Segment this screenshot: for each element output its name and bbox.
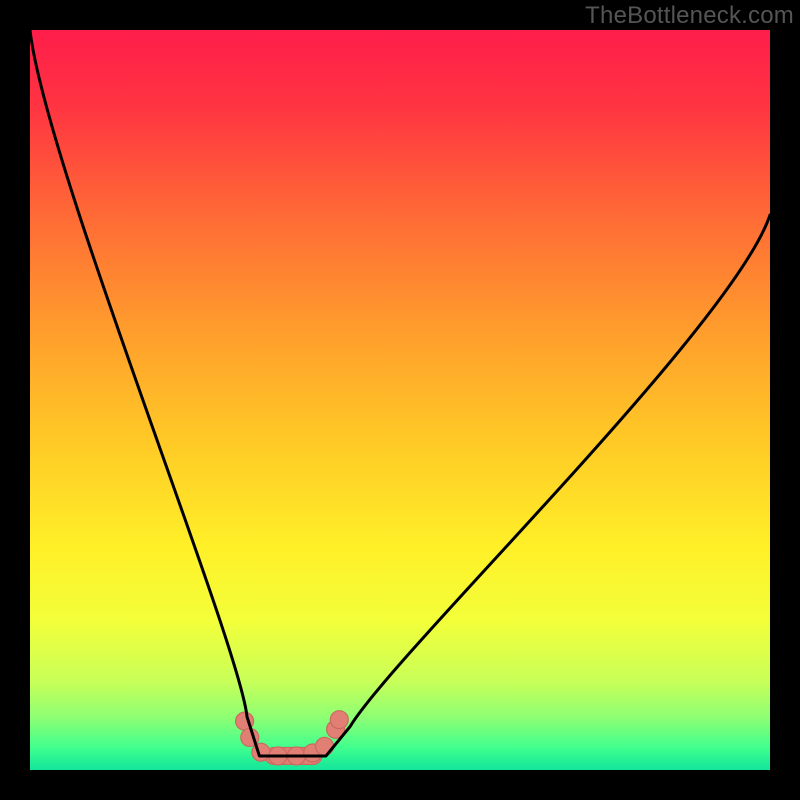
trough-dot: [330, 711, 348, 729]
trough-dot: [252, 743, 270, 761]
bottleneck-curve: [30, 30, 770, 756]
watermark-text: TheBottleneck.com: [585, 2, 794, 30]
trough-dot: [316, 737, 334, 755]
plot-area: [30, 30, 770, 770]
outer-frame: TheBottleneck.com: [0, 0, 800, 800]
curve-layer: [30, 30, 770, 770]
